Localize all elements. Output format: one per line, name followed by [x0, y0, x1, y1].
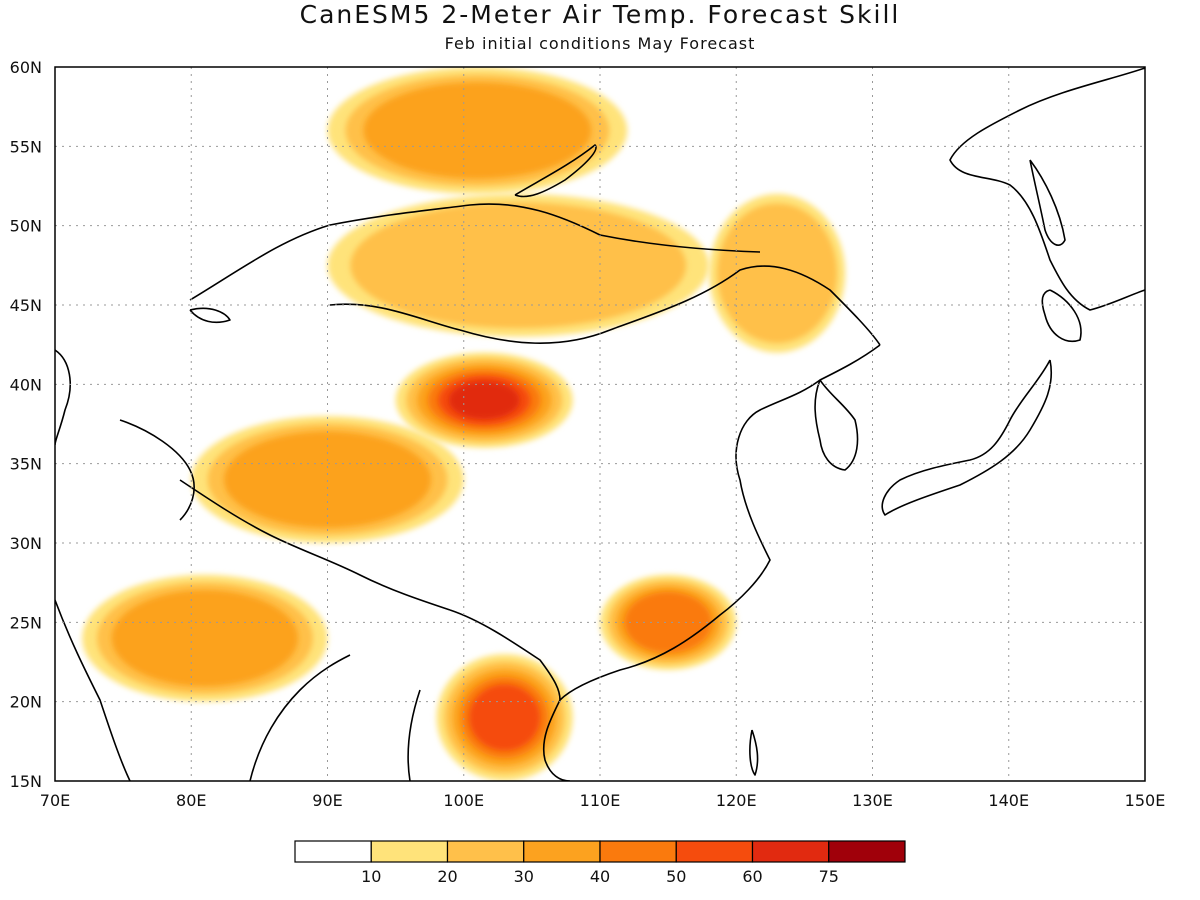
- colorbar-swatch: [828, 840, 906, 863]
- coast-indochina: [407, 689, 421, 781]
- lon-tick-labels: 70E 80E 90E 100E 110E 120E 130E 140E 150E: [40, 791, 1166, 810]
- skill-region-1-level-2: [350, 202, 687, 329]
- coast-korea: [814, 379, 859, 471]
- coastlines: [55, 67, 1145, 781]
- lat-tick-labels: 15N 20N 25N 30N 35N 40N 45N 50N 55N 60N: [10, 58, 42, 791]
- lon-tick-label: 120E: [716, 791, 757, 810]
- coast-hokkaido: [1041, 289, 1082, 342]
- skill-region-7-level-2: [717, 203, 838, 344]
- lat-tick-label: 60N: [10, 58, 42, 77]
- colorbar-label: 60: [742, 867, 762, 886]
- skill-region-3-level-3: [223, 431, 432, 528]
- skill-region-6-level-3: [111, 589, 299, 687]
- lon-tick-label: 100E: [443, 791, 484, 810]
- colorbar-swatch: [675, 840, 754, 863]
- skill-region-4-level-5: [469, 684, 541, 751]
- colorbar-label: 75: [819, 867, 839, 886]
- lon-tick-label: 140E: [988, 791, 1029, 810]
- colorbar-swatch: [446, 840, 525, 863]
- coast-india-east: [249, 654, 351, 781]
- border-himalaya: [179, 479, 451, 611]
- lake-baikal: [514, 144, 597, 198]
- lon-tick-label: 130E: [852, 791, 893, 810]
- lon-tick-label: 70E: [40, 791, 70, 810]
- border-mongolia-russia: [189, 203, 761, 301]
- lat-tick-label: 15N: [10, 772, 42, 791]
- map-frame: [54, 66, 1146, 782]
- map-subtitle: Feb initial conditions May Forecast: [444, 34, 756, 53]
- border-china-mongolia: [329, 265, 881, 346]
- lat-tick-label: 30N: [10, 534, 42, 553]
- colorbar-label: 50: [666, 867, 686, 886]
- map-title: CanESM5 2-Meter Air Temp. Forecast Skill: [299, 0, 901, 29]
- gridlines: [55, 67, 1145, 781]
- lat-tick-label: 50N: [10, 217, 42, 236]
- coast-sakhalin: [1029, 159, 1066, 246]
- colorbar-label: 40: [590, 867, 610, 886]
- skill-field: [82, 67, 846, 781]
- colorbar-swatch: [523, 840, 601, 863]
- coast-taiwan: [749, 729, 759, 776]
- lon-tick-label: 150E: [1125, 791, 1166, 810]
- colorbar-label: 20: [437, 867, 457, 886]
- lat-tick-label: 20N: [10, 693, 42, 712]
- coast-japan: [881, 359, 1053, 516]
- lake-balkhash: [189, 307, 231, 324]
- colorbar-swatch: [599, 840, 677, 863]
- lon-tick-label: 80E: [176, 791, 206, 810]
- coast-caspian: [55, 349, 71, 446]
- lon-tick-label: 110E: [580, 791, 621, 810]
- colorbar-label: 10: [361, 867, 381, 886]
- lat-tick-label: 55N: [10, 137, 42, 156]
- lat-tick-label: 25N: [10, 613, 42, 632]
- lat-tick-label: 45N: [10, 296, 42, 315]
- border-china-south: [449, 609, 561, 701]
- coast-vietnam: [542, 699, 571, 781]
- colorbar-swatch: [370, 840, 449, 863]
- colorbar-label: 30: [514, 867, 534, 886]
- colorbar-swatch: [294, 840, 372, 863]
- colorbar: 10 20 30 40 50 60 75: [294, 840, 906, 886]
- coast-india: [55, 599, 131, 781]
- lat-tick-label: 40N: [10, 375, 42, 394]
- skill-region-2-level-6: [448, 381, 520, 420]
- border-china-west: [119, 419, 195, 521]
- lon-tick-label: 90E: [312, 791, 342, 810]
- colorbar-swatch: [751, 840, 830, 863]
- coast-far-east: [949, 67, 1145, 311]
- skill-region-0-level-3: [363, 82, 592, 179]
- lat-tick-label: 35N: [10, 455, 42, 474]
- coast-china-east: [559, 344, 881, 701]
